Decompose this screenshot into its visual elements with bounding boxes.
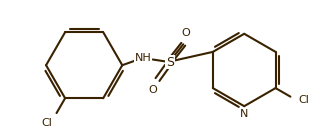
Text: Cl: Cl <box>41 118 52 128</box>
Text: O: O <box>182 28 191 38</box>
Text: N: N <box>240 109 248 119</box>
Text: NH: NH <box>135 53 152 63</box>
Text: Cl: Cl <box>299 95 309 105</box>
Text: O: O <box>149 85 157 95</box>
Text: S: S <box>166 56 174 69</box>
